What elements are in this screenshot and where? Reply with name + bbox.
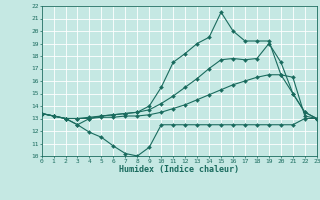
X-axis label: Humidex (Indice chaleur): Humidex (Indice chaleur) (119, 165, 239, 174)
